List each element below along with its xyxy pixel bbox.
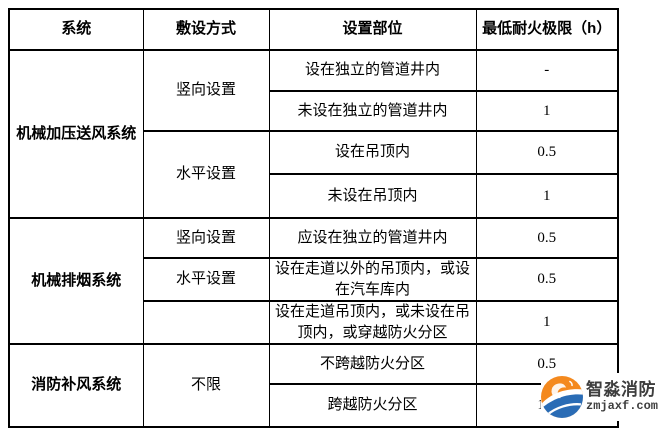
header-min-fire-resistance: 最低耐火极限（h） [475, 8, 619, 51]
cell-value: 0.5 [475, 257, 619, 302]
fire-duct-resistance-table: 系统 敷设方式 设置部位 最低耐火极限（h） 机械加压送风系统 竖向设置 设在独… [8, 8, 619, 428]
cell-location: 设在吊顶内 [268, 130, 477, 175]
cell-location: 未设在吊顶内 [268, 173, 477, 219]
zhimiao-watermark-logo: 智淼消防 zmjaxf.com [541, 373, 662, 421]
table-row: 未设在吊顶内 1 [9, 173, 619, 219]
cell-system-smoke-exhaust: 机械排烟系统 [8, 217, 144, 345]
cell-location: 应设在独立的管道井内 [268, 217, 477, 259]
cell-system-pressurized-air: 机械加压送风系统 [8, 49, 144, 219]
logo-text-block: 智淼消防 zmjaxf.com [586, 380, 659, 413]
cell-method-horizontal: 水平设置 [142, 130, 270, 219]
cell-method-vertical: 竖向设置 [142, 49, 270, 132]
cell-method-vertical: 竖向设置 [142, 217, 270, 259]
cell-value: 1 [475, 173, 619, 219]
logo-domain-text: zmjaxf.com [586, 398, 659, 413]
cell-value: 1 [475, 300, 619, 345]
table-row: 水平设置 设在吊顶内 0.5 [9, 130, 619, 219]
table-row: 机械排烟系统 竖向设置 应设在独立的管道井内 0.5 [8, 217, 619, 345]
table-row: 水平设置 设在走道以外的吊顶内，或设在汽车库内 0.5 [9, 257, 619, 302]
cell-value: 0.5 [475, 130, 619, 175]
table-header-row: 系统 敷设方式 设置部位 最低耐火极限（h） [8, 8, 619, 51]
header-install-method: 敷设方式 [142, 8, 270, 51]
cell-value: 1 [475, 90, 619, 132]
cell-method-horizontal: 水平设置 [142, 257, 270, 302]
cell-location: 跨越防火分区 [268, 383, 477, 428]
cell-method-unlimited: 不限 [142, 343, 270, 428]
cell-value: - [475, 49, 619, 92]
cell-location: 设在走道吊顶内，或未设在吊顶内，或穿越防火分区 [268, 300, 477, 345]
cell-value: 0.5 [475, 217, 619, 259]
cell-location: 设在独立的管道井内 [268, 49, 477, 92]
header-location: 设置部位 [268, 8, 477, 51]
cell-system-makeup-air: 消防补风系统 [8, 343, 144, 428]
header-system: 系统 [8, 8, 144, 51]
cell-location: 不跨越防火分区 [268, 343, 477, 385]
fire-water-circle-logo-icon [541, 376, 583, 418]
logo-brand-name: 智淼消防 [586, 380, 656, 400]
table-row: 设在走道吊顶内，或未设在吊顶内，或穿越防火分区 1 [9, 300, 619, 345]
cell-location: 未设在独立的管道井内 [268, 90, 477, 132]
cell-method-empty [142, 300, 270, 345]
table-row: 机械加压送风系统 竖向设置 设在独立的管道井内 - [8, 49, 619, 219]
cell-location: 设在走道以外的吊顶内，或设在汽车库内 [268, 257, 477, 302]
table-row: 消防补风系统 不限 不跨越防火分区 0.5 [8, 343, 619, 428]
table-row: 未设在独立的管道井内 1 [9, 90, 619, 132]
